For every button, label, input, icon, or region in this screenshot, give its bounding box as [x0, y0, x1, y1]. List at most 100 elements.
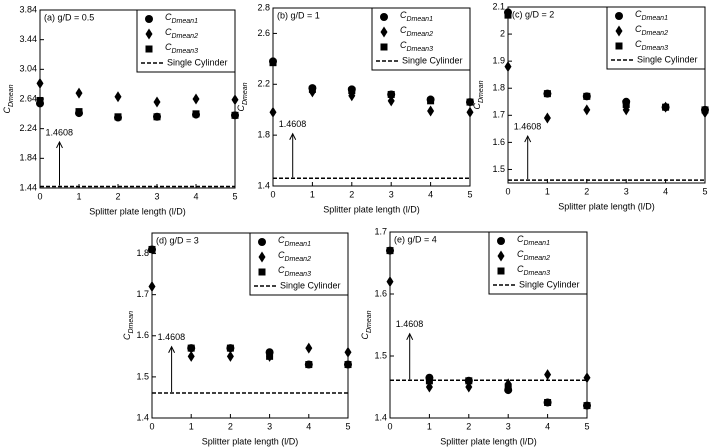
marker-square — [75, 108, 83, 116]
x-tick-label: 5 — [345, 421, 350, 431]
legend-label: Single Cylinder — [402, 55, 463, 65]
legend-marker — [258, 268, 266, 276]
x-tick-label: 2 — [115, 191, 120, 201]
legend-label: CDmean3 — [400, 40, 433, 52]
y-tick-label: 2 — [500, 28, 505, 38]
x-tick-label: 0 — [270, 189, 275, 199]
y-axis-label: CDmean — [472, 80, 484, 109]
marker-square — [544, 399, 552, 406]
x-tick-label: 0 — [149, 421, 154, 431]
legend-marker — [145, 28, 153, 40]
x-tick-label: 1 — [427, 421, 432, 431]
legend-label: Single Cylinder — [519, 279, 580, 289]
annotation-arrowhead — [524, 134, 532, 143]
legend-marker — [615, 25, 623, 37]
x-tick-label: 2 — [228, 421, 233, 431]
legend-marker — [497, 250, 505, 262]
x-axis-label: Splitter plate length (l/D) — [440, 436, 537, 446]
y-tick-label: 1.84 — [19, 153, 37, 163]
y-tick-label: 1.5 — [136, 371, 149, 381]
x-tick-label: 1 — [76, 191, 81, 201]
marker-diamond — [75, 87, 83, 99]
marker-diamond — [226, 350, 234, 362]
x-tick-label: 3 — [624, 186, 629, 196]
x-tick-label: 1 — [310, 189, 315, 199]
x-tick-label: 3 — [267, 421, 272, 431]
legend-label: Single Cylinder — [167, 57, 228, 67]
marker-diamond — [386, 276, 394, 288]
legend-marker — [258, 238, 266, 246]
marker-diamond — [148, 280, 156, 292]
marker-diamond — [583, 104, 591, 116]
x-axis-label: Splitter plate length (l/D) — [89, 206, 186, 216]
legend-label: CDmean2 — [635, 24, 668, 36]
x-tick-label: 4 — [193, 191, 198, 201]
marker-diamond — [305, 342, 313, 354]
marker-diamond — [114, 91, 122, 103]
y-tick-label: 3.44 — [19, 34, 37, 44]
marker-square — [504, 383, 512, 391]
marker-square — [344, 361, 352, 369]
legend-label: CDmean3 — [278, 265, 311, 277]
legend-label: CDmean1 — [278, 235, 311, 247]
y-tick-label: 2.1 — [492, 1, 505, 11]
x-tick-label: 0 — [505, 186, 510, 196]
annotation: 1.4608 — [396, 319, 424, 329]
legend-label: CDmean1 — [165, 12, 198, 24]
marker-square — [308, 85, 316, 93]
x-tick-label: 5 — [467, 189, 472, 199]
marker-square — [386, 247, 394, 255]
panel-title: (a) g/D = 0.5 — [44, 12, 94, 22]
x-tick-label: 3 — [389, 189, 394, 199]
legend-label: CDmean2 — [400, 25, 433, 37]
panel-title: (e) g/D = 4 — [394, 234, 437, 244]
y-tick-label: 1.7 — [374, 226, 387, 236]
marker-square — [305, 361, 313, 369]
marker-square — [266, 352, 274, 360]
x-tick-label: 2 — [466, 421, 471, 431]
marker-square — [348, 87, 356, 95]
annotation-arrowhead — [56, 140, 63, 149]
x-tick-label: 4 — [663, 186, 668, 196]
x-axis-label: Splitter plate length (l/D) — [558, 201, 655, 211]
marker-diamond — [344, 346, 352, 358]
legend-marker — [145, 45, 153, 53]
x-tick-label: 4 — [428, 189, 433, 199]
marker-square — [226, 344, 234, 352]
legend-box — [136, 9, 236, 73]
marker-diamond — [187, 350, 195, 362]
marker-square — [187, 344, 195, 352]
y-tick-label: 1.9 — [492, 56, 505, 66]
x-tick-label: 0 — [387, 421, 392, 431]
x-tick-label: 1 — [189, 421, 194, 431]
legend-box — [488, 231, 588, 295]
annotation-arrowhead — [406, 332, 414, 341]
marker-square — [427, 97, 435, 105]
marker-diamond — [504, 61, 512, 73]
legend-box — [249, 232, 349, 296]
y-tick-label: 1.7 — [492, 110, 505, 120]
y-tick-label: 3.84 — [19, 4, 37, 14]
annotation: 1.4608 — [279, 119, 307, 129]
marker-diamond — [153, 96, 161, 108]
marker-diamond — [36, 77, 44, 89]
legend-label: Single Cylinder — [637, 54, 698, 64]
legend-label: CDmean1 — [400, 10, 433, 22]
marker-square — [504, 11, 512, 19]
legend-label: Single Cylinder — [280, 280, 341, 290]
legend-marker — [615, 12, 623, 20]
marker-square — [153, 113, 161, 121]
x-tick-label: 3 — [154, 191, 159, 201]
marker-square — [622, 100, 630, 108]
legend-marker — [380, 43, 388, 51]
y-axis-label: CDmean — [2, 84, 14, 113]
marker-diamond — [387, 95, 395, 107]
x-tick-label: 1 — [545, 186, 550, 196]
panel-title: (d) g/D = 3 — [156, 235, 199, 245]
x-tick-label: 5 — [584, 421, 589, 431]
annotation: 1.4608 — [46, 127, 74, 137]
x-tick-label: 2 — [349, 189, 354, 199]
y-tick-label: 2.6 — [257, 28, 270, 38]
marker-square — [583, 92, 591, 100]
